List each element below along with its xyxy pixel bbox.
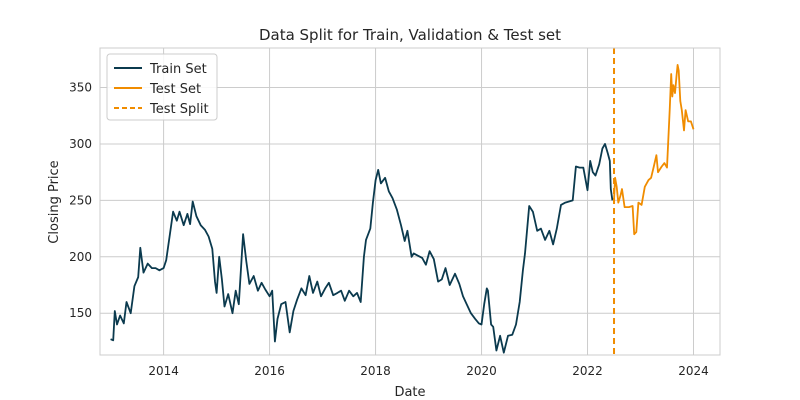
x-tick-label: 2020	[466, 364, 497, 378]
train-set-line	[110, 143, 614, 354]
x-tick-label: 2018	[360, 364, 391, 378]
series-layer	[110, 48, 695, 355]
chart-title: Data Split for Train, Validation & Test …	[259, 26, 561, 44]
axes: 2014 2016 2018 2020 2022 2024 150 200 250 300 350	[69, 47, 721, 378]
x-tick-label: 2014	[148, 364, 179, 378]
legend-label-test-set: Test Set	[149, 82, 201, 97]
y-axis-label: Closing Price	[47, 160, 62, 243]
plot-frame	[99, 47, 721, 356]
legend-box	[106, 53, 218, 121]
legend: Train Set Test Set Test Split	[106, 53, 218, 121]
x-tick-label: 2022	[572, 364, 603, 378]
x-tick-label: 2016	[254, 364, 285, 378]
y-tick-label: 350	[69, 81, 92, 95]
legend-label-train-set: Train Set	[149, 62, 207, 77]
y-tick-label: 250	[69, 193, 92, 207]
y-tick-label: 150	[69, 306, 92, 320]
legend-label-test-split: Test Split	[149, 102, 209, 117]
y-tick-label: 300	[69, 137, 92, 151]
test-set-line	[613, 64, 695, 236]
y-tick-label: 200	[69, 250, 92, 264]
x-axis-label: Date	[394, 385, 425, 400]
x-tick-label: 2024	[678, 364, 709, 378]
